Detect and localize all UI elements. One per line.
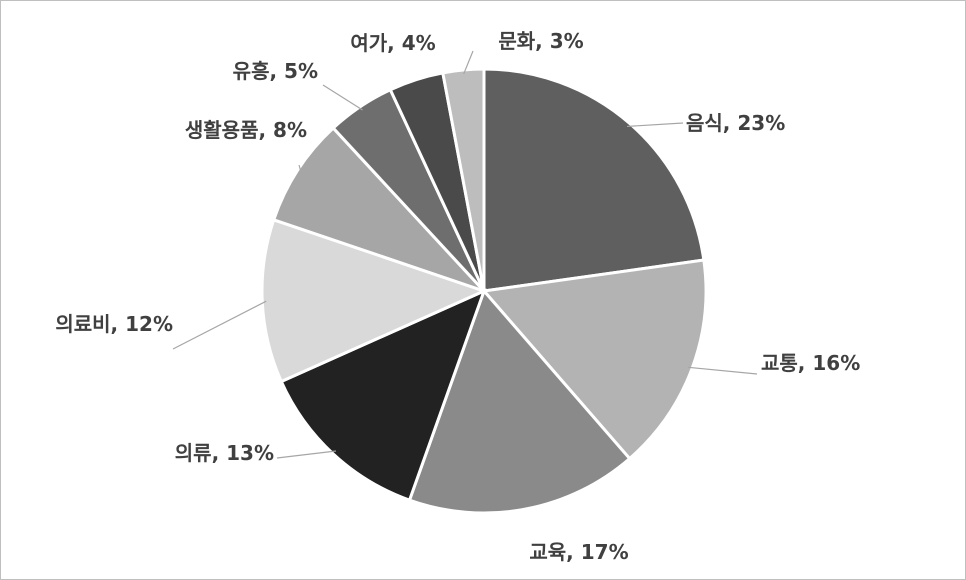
data-label-문화: 문화, 3%	[498, 29, 583, 53]
pie-slice-교통	[481, 258, 708, 461]
data-label-생활용품: 생활용품, 8%	[185, 118, 307, 142]
leader-line-유흥	[322, 84, 363, 111]
data-labels: 음식, 23% 교통, 16% 교육, 17% 의류, 13% 의료비, 12%…	[55, 29, 860, 564]
pie-slice-의류	[279, 288, 487, 503]
pie-slice-생활용품	[271, 125, 486, 293]
leader-line-의류	[276, 450, 337, 459]
data-label-의류: 의류, 13%	[175, 441, 274, 465]
data-label-음식: 음식, 23%	[686, 111, 785, 135]
data-label-유흥: 유흥, 5%	[233, 59, 318, 83]
data-label-교통: 교통, 16%	[761, 351, 860, 375]
data-label-교육: 교육, 17%	[529, 540, 628, 564]
leader-line-교통	[688, 366, 758, 375]
pie-slice-음식	[482, 67, 706, 293]
data-label-의료비: 의료비, 12%	[55, 312, 173, 336]
leader-line-문화	[463, 50, 474, 75]
leader-line-음식	[626, 122, 684, 128]
pie-slice-문화	[441, 67, 486, 292]
pie-slices	[260, 67, 708, 515]
pie-slice-의료비	[260, 217, 489, 384]
leader-line-의료비	[172, 300, 267, 350]
data-label-여가: 여가, 4%	[350, 31, 435, 55]
leader-lines	[172, 50, 758, 459]
leader-line-생활용품	[298, 164, 302, 173]
